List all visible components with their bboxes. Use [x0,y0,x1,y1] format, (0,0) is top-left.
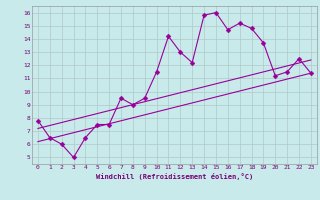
X-axis label: Windchill (Refroidissement éolien,°C): Windchill (Refroidissement éolien,°C) [96,173,253,180]
